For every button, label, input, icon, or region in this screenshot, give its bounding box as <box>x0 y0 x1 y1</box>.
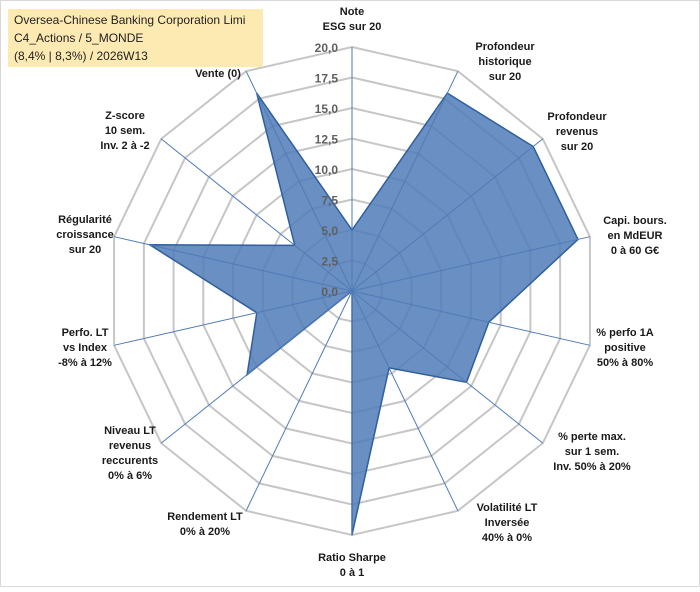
axis-label-line: 0% à 20% <box>180 526 230 538</box>
tick-label: 20,0 <box>315 41 339 55</box>
axis-label-line: sur 20 <box>69 244 101 256</box>
axis-spoke <box>113 236 353 292</box>
axis-label: % perfo 1A positive 50% à 80% <box>596 327 654 369</box>
axis-label-line: croissance <box>56 229 113 241</box>
axis-spoke <box>351 290 544 444</box>
axis-spoke <box>351 290 459 512</box>
axis-label: Rendement LT 0% à 20% <box>167 511 243 538</box>
axis-label: Profondeur revenus sur 20 <box>547 111 607 153</box>
axis-label-line: positive <box>604 342 646 354</box>
axis-label: Régularité croissance sur 20 <box>56 214 113 256</box>
axis-label-line: Inversée <box>485 517 530 529</box>
axis-label-line: Z-score <box>105 110 145 122</box>
axis-label-line: Rendement LT <box>167 511 243 523</box>
axis-label-line: Capi. bours. <box>603 215 667 227</box>
axis-label-line: Niveau LT <box>104 425 156 437</box>
axis-label-line: sur 20 <box>561 141 593 153</box>
axis-label: Volatilité LT Inversée 40% à 0% <box>477 502 538 544</box>
title-box-background <box>8 9 263 67</box>
axis-label-line: 0% à 6% <box>108 470 152 482</box>
tick-label: 2,5 <box>321 255 338 269</box>
title-line-3: (8,4% | 8,3%) / 2026W13 <box>14 49 148 63</box>
axis-label: Profondeur historique sur 20 <box>475 41 535 83</box>
radar-spokes <box>113 47 591 535</box>
axis-label-line: 10 sem. <box>105 125 145 137</box>
axis-label: Niveau LT revenus reccurents 0% à 6% <box>102 425 158 482</box>
axis-label-line: Profondeur <box>475 41 535 53</box>
radar-tick-labels: 0,0 2,5 5,0 7,5 10,0 12,5 15,0 17,5 20,0 <box>315 41 339 299</box>
axis-label-line: 0 à 1 <box>340 567 364 579</box>
axis-label: % perte max. sur 1 sem. Inv. 50% à 20% <box>553 431 631 473</box>
axis-label-line: Profondeur <box>547 111 607 123</box>
axis-spoke <box>351 290 591 346</box>
axis-spoke <box>245 290 353 512</box>
radar-axis-labels: Note ESG sur 20 Profondeur historique sur 20… <box>56 6 667 579</box>
axis-spoke <box>113 290 353 346</box>
tick-label: 10,0 <box>315 163 339 177</box>
axis-label-line: historique <box>478 56 531 68</box>
axis-spoke <box>160 138 353 292</box>
axis-label-line: 50% à 80% <box>597 357 653 369</box>
axis-label-line: en MdEUR <box>608 230 663 242</box>
title-line-1: Oversea-Chinese Banking Corporation Limi <box>14 13 245 27</box>
tick-label: 12,5 <box>315 133 339 147</box>
axis-label-line: ESG sur 20 <box>323 21 382 33</box>
tick-label: 5,0 <box>321 224 338 238</box>
axis-label-line: Régularité <box>58 214 112 226</box>
axis-label-line: -8% à 12% <box>58 357 112 369</box>
axis-spoke <box>351 236 591 292</box>
axis-label-line: % perfo 1A <box>596 327 654 339</box>
axis-spoke <box>351 138 544 292</box>
axis-spoke <box>351 70 459 292</box>
axis-label-line: vs Index <box>63 342 108 354</box>
tick-label: 17,5 <box>315 72 339 86</box>
axis-label-line: 40% à 0% <box>482 532 532 544</box>
axis-label: Capi. bours. en MdEUR 0 à 60 G€ <box>603 215 667 257</box>
axis-label: Ratio Sharpe 0 à 1 <box>318 552 386 579</box>
axis-label-line: 0 à 60 G€ <box>611 245 659 257</box>
axis-label-line: reccurents <box>102 455 158 467</box>
tick-label: 0,0 <box>321 285 338 299</box>
axis-label-line: Inv. 2 à -2 <box>100 140 149 152</box>
axis-spoke <box>245 70 353 292</box>
axis-label-line: Perfo. LT <box>62 327 109 339</box>
title-line-2: C4_Actions / 5_MONDE <box>14 31 143 45</box>
axis-label-line: Note <box>340 6 364 18</box>
axis-label-line: Vente (0) <box>195 68 241 80</box>
axis-label-line: revenus <box>556 126 598 138</box>
axis-label: Perfo. LT vs Index -8% à 12% <box>58 327 112 369</box>
axis-label-line: sur 1 sem. <box>565 446 619 458</box>
chart-title-box: Oversea-Chinese Banking Corporation Limi… <box>8 9 263 67</box>
tick-label: 7,5 <box>321 194 338 208</box>
tick-label: 15,0 <box>315 102 339 116</box>
axis-label-line: sur 20 <box>489 71 521 83</box>
axis-spoke <box>160 290 353 444</box>
axis-label: Note ESG sur 20 <box>323 6 382 33</box>
axis-label-line: Ratio Sharpe <box>318 552 386 564</box>
axis-label-line: % perte max. <box>558 431 626 443</box>
axis-label: Z-score 10 sem. Inv. 2 à -2 <box>100 110 149 152</box>
axis-label-line: revenus <box>109 440 151 452</box>
axis-label-line: Inv. 50% à 20% <box>553 461 631 473</box>
axis-label-line: Volatilité LT <box>477 502 538 514</box>
